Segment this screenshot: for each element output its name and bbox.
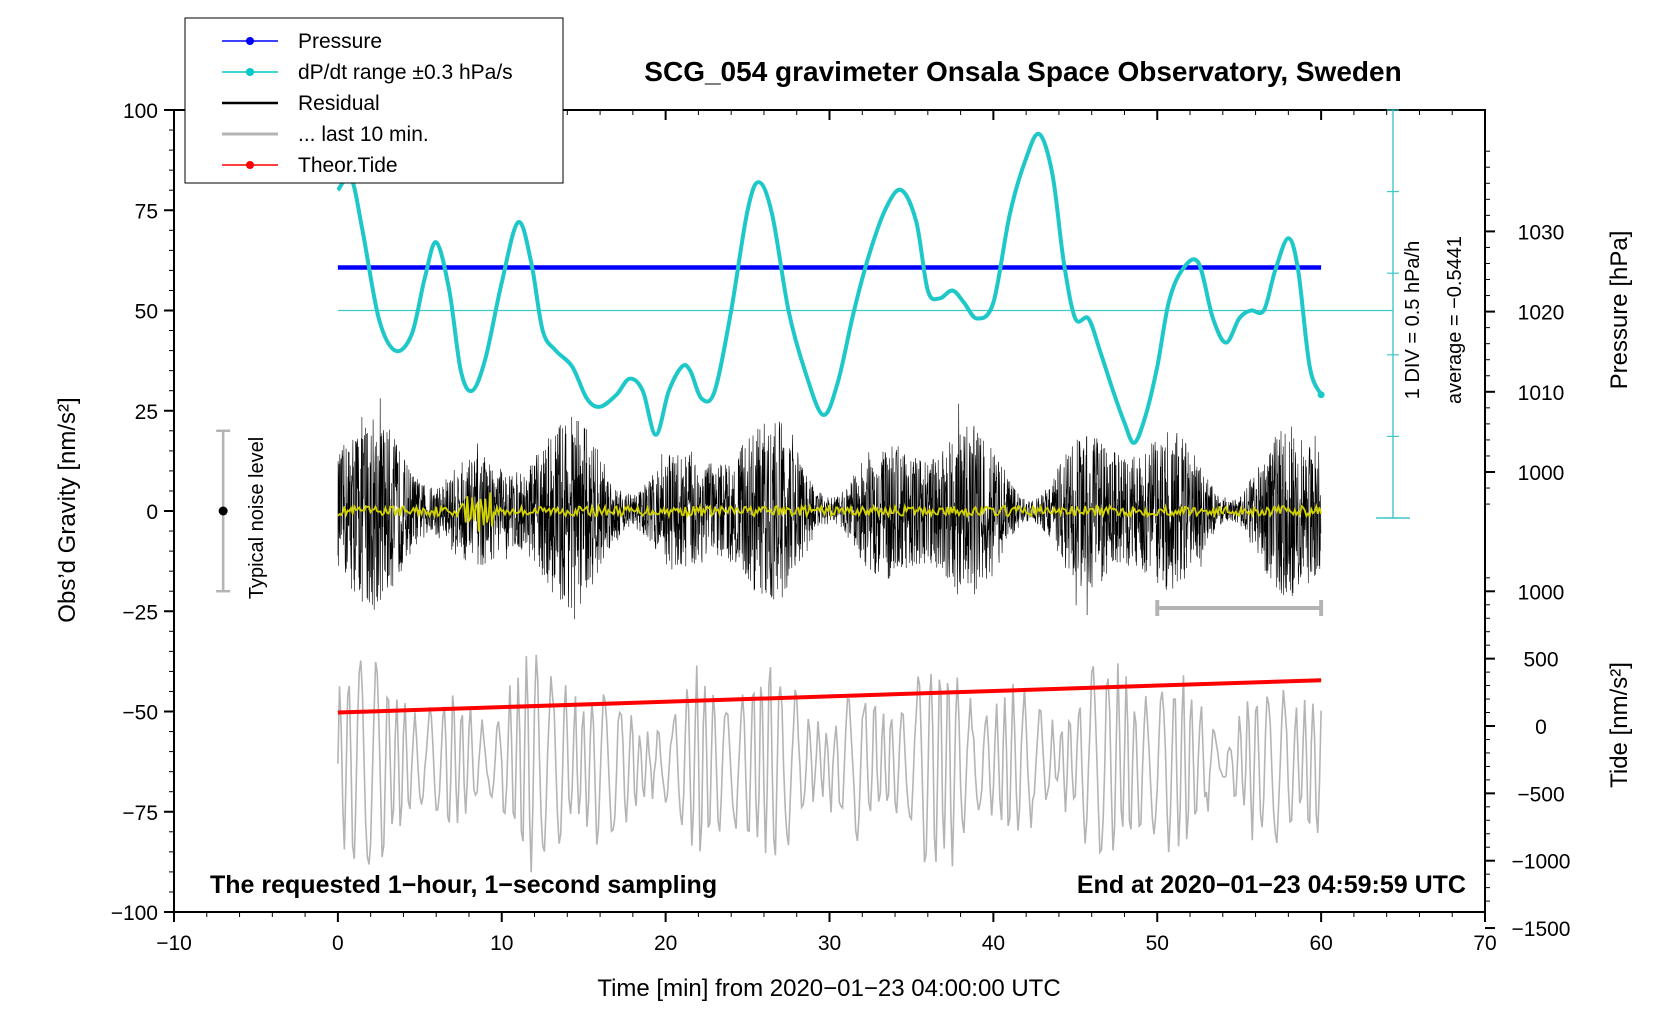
legend-box [184, 17, 564, 184]
legend: Pressure dP/dt range ±0.3 hPa/s Residual..… [184, 17, 564, 184]
average-label: average = −0.5441 [1444, 236, 1466, 404]
y-axis-label-left: Obs’d Gravity [nm/s²] [54, 397, 81, 622]
tide-tick-label: −500 [1517, 783, 1564, 806]
x-tick-label: 40 [982, 932, 1005, 955]
x-tick-label: 50 [1146, 932, 1169, 955]
last-10-min-line [337, 654, 1322, 873]
residual-smooth-line [337, 492, 1322, 532]
legend-label: dP/dt range ±0.3 hPa/s [298, 61, 513, 84]
y-tick-label: −50 [122, 702, 158, 725]
tide-tick-label: 500 [1523, 649, 1558, 672]
y-tick-label: 100 [123, 100, 158, 123]
div-label: 1 DIV = 0.5 hPa/h [1402, 241, 1424, 399]
tide-tick-label: −1500 [1512, 918, 1571, 941]
legend-marker [246, 68, 254, 76]
x-axis-label: Time [min] from 2020−01−23 04:00:00 UTC [597, 975, 1060, 1002]
pressure-tick-label: 1030 [1518, 221, 1565, 244]
residual-line [337, 398, 1322, 620]
noise-label: Typical noise level [246, 437, 268, 599]
dpdt-line [336, 131, 1323, 445]
tide-tick-label: 0 [1535, 716, 1547, 739]
pressure-tick-label: 1020 [1518, 302, 1565, 325]
legend-label: Pressure [298, 30, 382, 53]
x-tick-label: 0 [332, 932, 344, 955]
legend-marker [246, 161, 254, 169]
pressure-tick-label: 1000 [1518, 462, 1565, 485]
chart-title: SCG_054 gravimeter Onsala Space Observat… [644, 56, 1401, 87]
tide-tick-label: 1000 [1518, 581, 1565, 604]
series-layer [216, 109, 1410, 873]
dpdt-end-point [1317, 391, 1325, 399]
annotation-bottom-left: The requested 1−hour, 1−second sampling [210, 871, 717, 899]
x-tick-label: −10 [156, 932, 192, 955]
axes-layer: −10 0 10 20 30 40 50 60 701007550250−25−50−75−10… [111, 100, 1571, 955]
x-tick-label: 60 [1309, 932, 1332, 955]
y-tick-label: 50 [135, 301, 158, 324]
legend-label: Residual [298, 92, 380, 115]
y-tick-label: −75 [122, 802, 158, 825]
y-tick-label: 25 [135, 401, 158, 424]
legend-marker [246, 37, 254, 45]
x-tick-label: 70 [1473, 932, 1496, 955]
y-tick-label: −25 [122, 601, 158, 624]
y-tick-label: 0 [146, 501, 158, 524]
legend-label: ... last 10 min. [298, 123, 429, 146]
tide-line [337, 678, 1322, 715]
y-tick-label: −100 [111, 902, 158, 925]
x-tick-label: 20 [654, 932, 677, 955]
x-tick-label: 30 [818, 932, 841, 955]
pressure-axis-label: Pressure [hPa] [1606, 231, 1633, 390]
x-tick-label: 10 [490, 932, 513, 955]
y-tick-label: 75 [135, 200, 158, 223]
tide-tick-label: −1000 [1512, 851, 1571, 874]
tide-axis-label: Tide [nm/s²] [1606, 662, 1633, 788]
pressure-tick-label: 1010 [1518, 382, 1565, 405]
legend-label: Theor.Tide [298, 154, 398, 177]
noise-bar-center [218, 506, 228, 516]
annotation-bottom-right: End at 2020−01−23 04:59:59 UTC [1077, 871, 1466, 899]
